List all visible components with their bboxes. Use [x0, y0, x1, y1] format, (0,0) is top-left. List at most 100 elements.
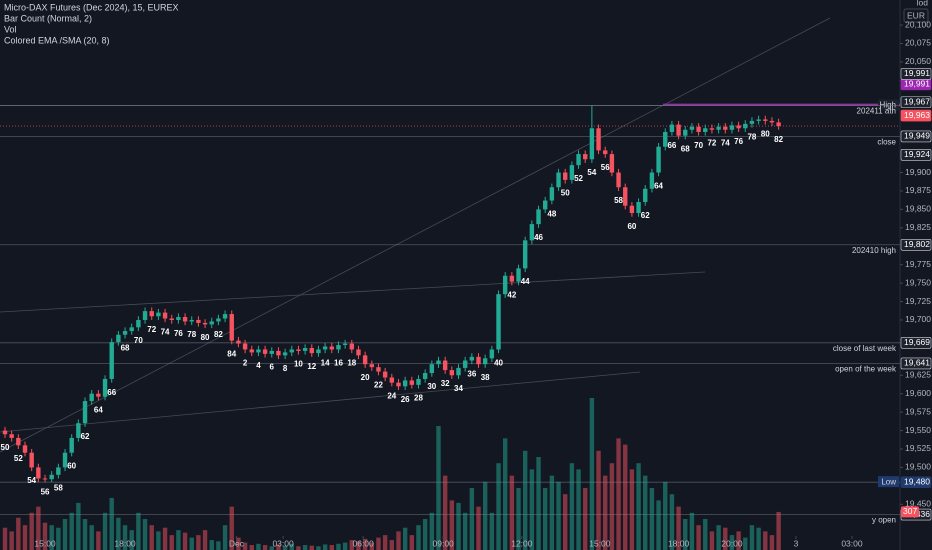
- volume-bar: [156, 531, 161, 550]
- volume-bar: [696, 525, 701, 550]
- bar-count: 46: [534, 233, 543, 242]
- volume-bar: [476, 506, 481, 550]
- volume-bar: [456, 502, 461, 550]
- candle-body: [236, 340, 241, 344]
- volume-bar: [356, 541, 361, 550]
- bar-count: 64: [94, 405, 103, 414]
- level-label: 202410 high: [852, 246, 896, 255]
- candle-body: [329, 346, 334, 350]
- volume-bar: [269, 546, 274, 550]
- volume-bar: [96, 531, 101, 550]
- volume-tag-label: 307: [903, 506, 917, 516]
- candle-body: [82, 401, 88, 424]
- level-label: close of last week: [833, 344, 897, 353]
- volume-bar: [576, 469, 581, 550]
- volume-bar: [502, 438, 508, 550]
- bar-count: 74: [161, 327, 170, 336]
- volume-bar: [9, 531, 14, 550]
- currency-box[interactable]: [903, 8, 929, 23]
- candle-body: [322, 346, 328, 350]
- candle-body: [176, 317, 181, 320]
- bar-count: 66: [107, 388, 116, 397]
- candle-body: [22, 445, 28, 453]
- candle-body: [589, 128, 595, 160]
- bar-count: 52: [574, 174, 583, 183]
- bar-count: 10: [294, 360, 303, 369]
- volume-bar: [496, 463, 501, 550]
- bar-count: 20: [361, 373, 370, 382]
- candle-body: [309, 347, 314, 354]
- candle-body: [376, 367, 381, 372]
- y-tick-label: 19,525: [905, 443, 931, 453]
- candle-body: [456, 367, 461, 376]
- bar-count: 72: [707, 139, 716, 148]
- volume-bar: [189, 537, 194, 550]
- candle-body: [409, 380, 415, 385]
- price-tag-label: 19,924: [904, 149, 930, 159]
- y-tick-label: 19,900: [905, 167, 931, 177]
- bar-count: 62: [641, 211, 650, 220]
- legend-indicator: Colored EMA /SMA (20, 8): [4, 35, 110, 45]
- candle-body: [396, 382, 401, 387]
- candle-body: [276, 350, 281, 356]
- volume-bar: [669, 494, 675, 550]
- volume-bar: [743, 537, 748, 550]
- volume-bar: [322, 544, 328, 550]
- price-tag-label: 19,802: [904, 239, 930, 249]
- candle-body: [402, 380, 408, 387]
- candle-body: [676, 124, 681, 136]
- volume-bar: [302, 545, 308, 550]
- candle-body: [16, 437, 21, 446]
- bar-count: 2: [243, 358, 248, 367]
- corner-text: lod: [917, 0, 929, 7]
- candle-body: [356, 349, 361, 356]
- volume-bar: [522, 450, 528, 550]
- candle-body: [29, 452, 34, 468]
- candle-body: [209, 321, 214, 325]
- volume-bar: [69, 512, 74, 550]
- volume-bar: [369, 542, 375, 550]
- currency[interactable]: EUR: [907, 10, 925, 20]
- volume-bar: [536, 457, 541, 550]
- volume-bar: [296, 546, 301, 550]
- price-tag-label: 19,967: [904, 96, 930, 106]
- bar-count: 14: [321, 358, 330, 367]
- bar-count: 32: [441, 379, 450, 388]
- volume-bar: [56, 527, 61, 550]
- volume-bar: [723, 527, 728, 550]
- volume-bar: [16, 517, 21, 550]
- candle-body: [389, 377, 395, 383]
- candle-body: [302, 347, 308, 351]
- volume-bar: [342, 542, 348, 550]
- candle-body: [142, 311, 148, 320]
- candle-body: [603, 150, 608, 155]
- candle-body: [129, 327, 134, 332]
- candle-body: [756, 119, 761, 121]
- volume-bar: [282, 545, 288, 550]
- candle-body: [569, 165, 575, 180]
- candle-body: [549, 187, 555, 201]
- volume-bar: [22, 525, 28, 550]
- legend-indicator: Bar Count (Normal, 2): [4, 13, 92, 23]
- volume-bar: [676, 506, 681, 550]
- bar-count: 54: [27, 476, 36, 485]
- bar-count: 76: [734, 137, 743, 146]
- volume-bar: [162, 527, 168, 550]
- y-tick-label: 19,625: [905, 370, 931, 380]
- volume-bar: [683, 519, 688, 550]
- candle-body: [469, 356, 475, 361]
- candle-body: [709, 128, 715, 130]
- volume-bar: [169, 535, 174, 550]
- candle-body: [556, 172, 561, 188]
- volume-bar: [242, 542, 248, 550]
- candle-body: [749, 120, 755, 124]
- bar-count: 58: [54, 484, 63, 493]
- bar-count: 78: [747, 133, 756, 142]
- volume-bar: [563, 494, 568, 550]
- bar-count: 56: [601, 163, 610, 172]
- bar-count: 30: [427, 382, 436, 391]
- candle-body: [703, 128, 708, 132]
- volume-bar: [543, 488, 548, 550]
- x-tick-label: 18:00: [668, 538, 690, 548]
